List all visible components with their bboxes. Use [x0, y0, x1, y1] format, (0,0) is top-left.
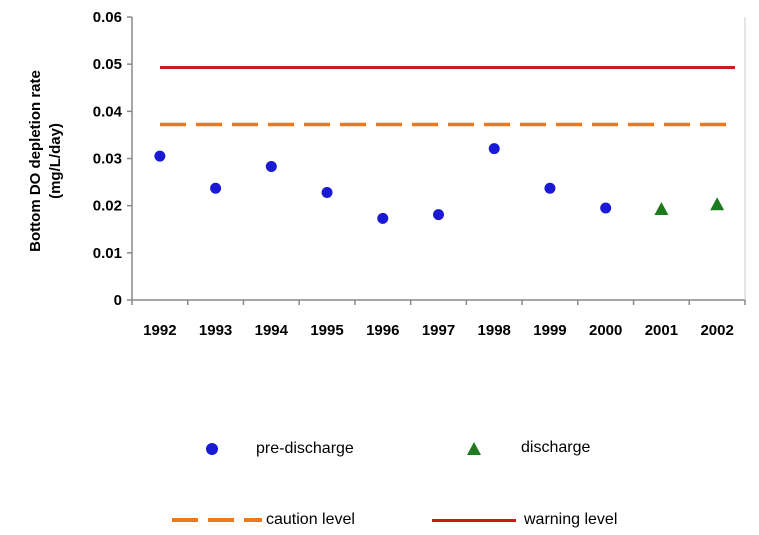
- y-tick-label: 0.03: [93, 151, 122, 168]
- y-tick-label: 0: [114, 292, 122, 309]
- pre-discharge-point: [154, 150, 166, 162]
- pre-discharge-point: [433, 209, 444, 221]
- x-tick-label: 2002: [700, 322, 733, 339]
- y-tick-label: 0.04: [93, 103, 123, 120]
- legend-label-discharge: discharge: [521, 439, 591, 456]
- pre-discharge-point: [265, 161, 277, 173]
- pre-discharge-point: [210, 182, 222, 194]
- pre-discharge-point: [321, 186, 333, 198]
- circle-marker-icon: [206, 443, 218, 455]
- x-tick-label: 1993: [199, 322, 232, 339]
- y-axis-label-line1: Bottom DO depletion rate: [27, 70, 44, 252]
- x-tick-label: 1999: [533, 322, 566, 339]
- x-tick-label: 1997: [422, 322, 455, 339]
- x-tick-label: 1995: [310, 322, 343, 339]
- x-tick-label: 2000: [589, 322, 622, 339]
- y-tick-label: 0.06: [93, 9, 122, 26]
- x-tick-label: 1992: [143, 322, 176, 339]
- discharge-point: [710, 197, 725, 211]
- pre-discharge-point: [377, 212, 389, 224]
- y-tick-label: 0.01: [93, 245, 122, 262]
- legend-item-caution: caution level: [172, 511, 355, 529]
- y-tick-label: 0.05: [93, 56, 122, 73]
- x-tick-label: 1998: [478, 322, 511, 339]
- y-tick-label: 0.02: [93, 198, 122, 215]
- pre-discharge-point: [600, 202, 612, 214]
- discharge-point: [654, 201, 669, 215]
- pre-discharge-point: [544, 182, 556, 194]
- legend-item-pre-discharge: pre-discharge: [206, 440, 354, 458]
- legend-label-pre-discharge: pre-discharge: [256, 440, 354, 457]
- legend-label-warning: warning level: [524, 511, 618, 528]
- x-tick-label: 2001: [645, 322, 678, 339]
- dashed-line-icon: [172, 518, 262, 522]
- triangle-marker-icon: [467, 441, 481, 455]
- y-axis-label-line2: (mg/L/day): [47, 123, 64, 199]
- plot-area: 0 0.01 0.02 0.03 0.04 0.05 0.06 1992 1993 1994 199…: [93, 9, 746, 339]
- x-tick-label: 1996: [366, 322, 399, 339]
- legend-item-discharge: discharge: [467, 439, 590, 457]
- legend-label-caution: caution level: [266, 511, 355, 528]
- pre-discharge-point: [488, 143, 500, 155]
- solid-line-icon: [432, 518, 516, 522]
- x-tick-label: 1994: [255, 322, 289, 339]
- legend-item-warning: warning level: [432, 511, 617, 529]
